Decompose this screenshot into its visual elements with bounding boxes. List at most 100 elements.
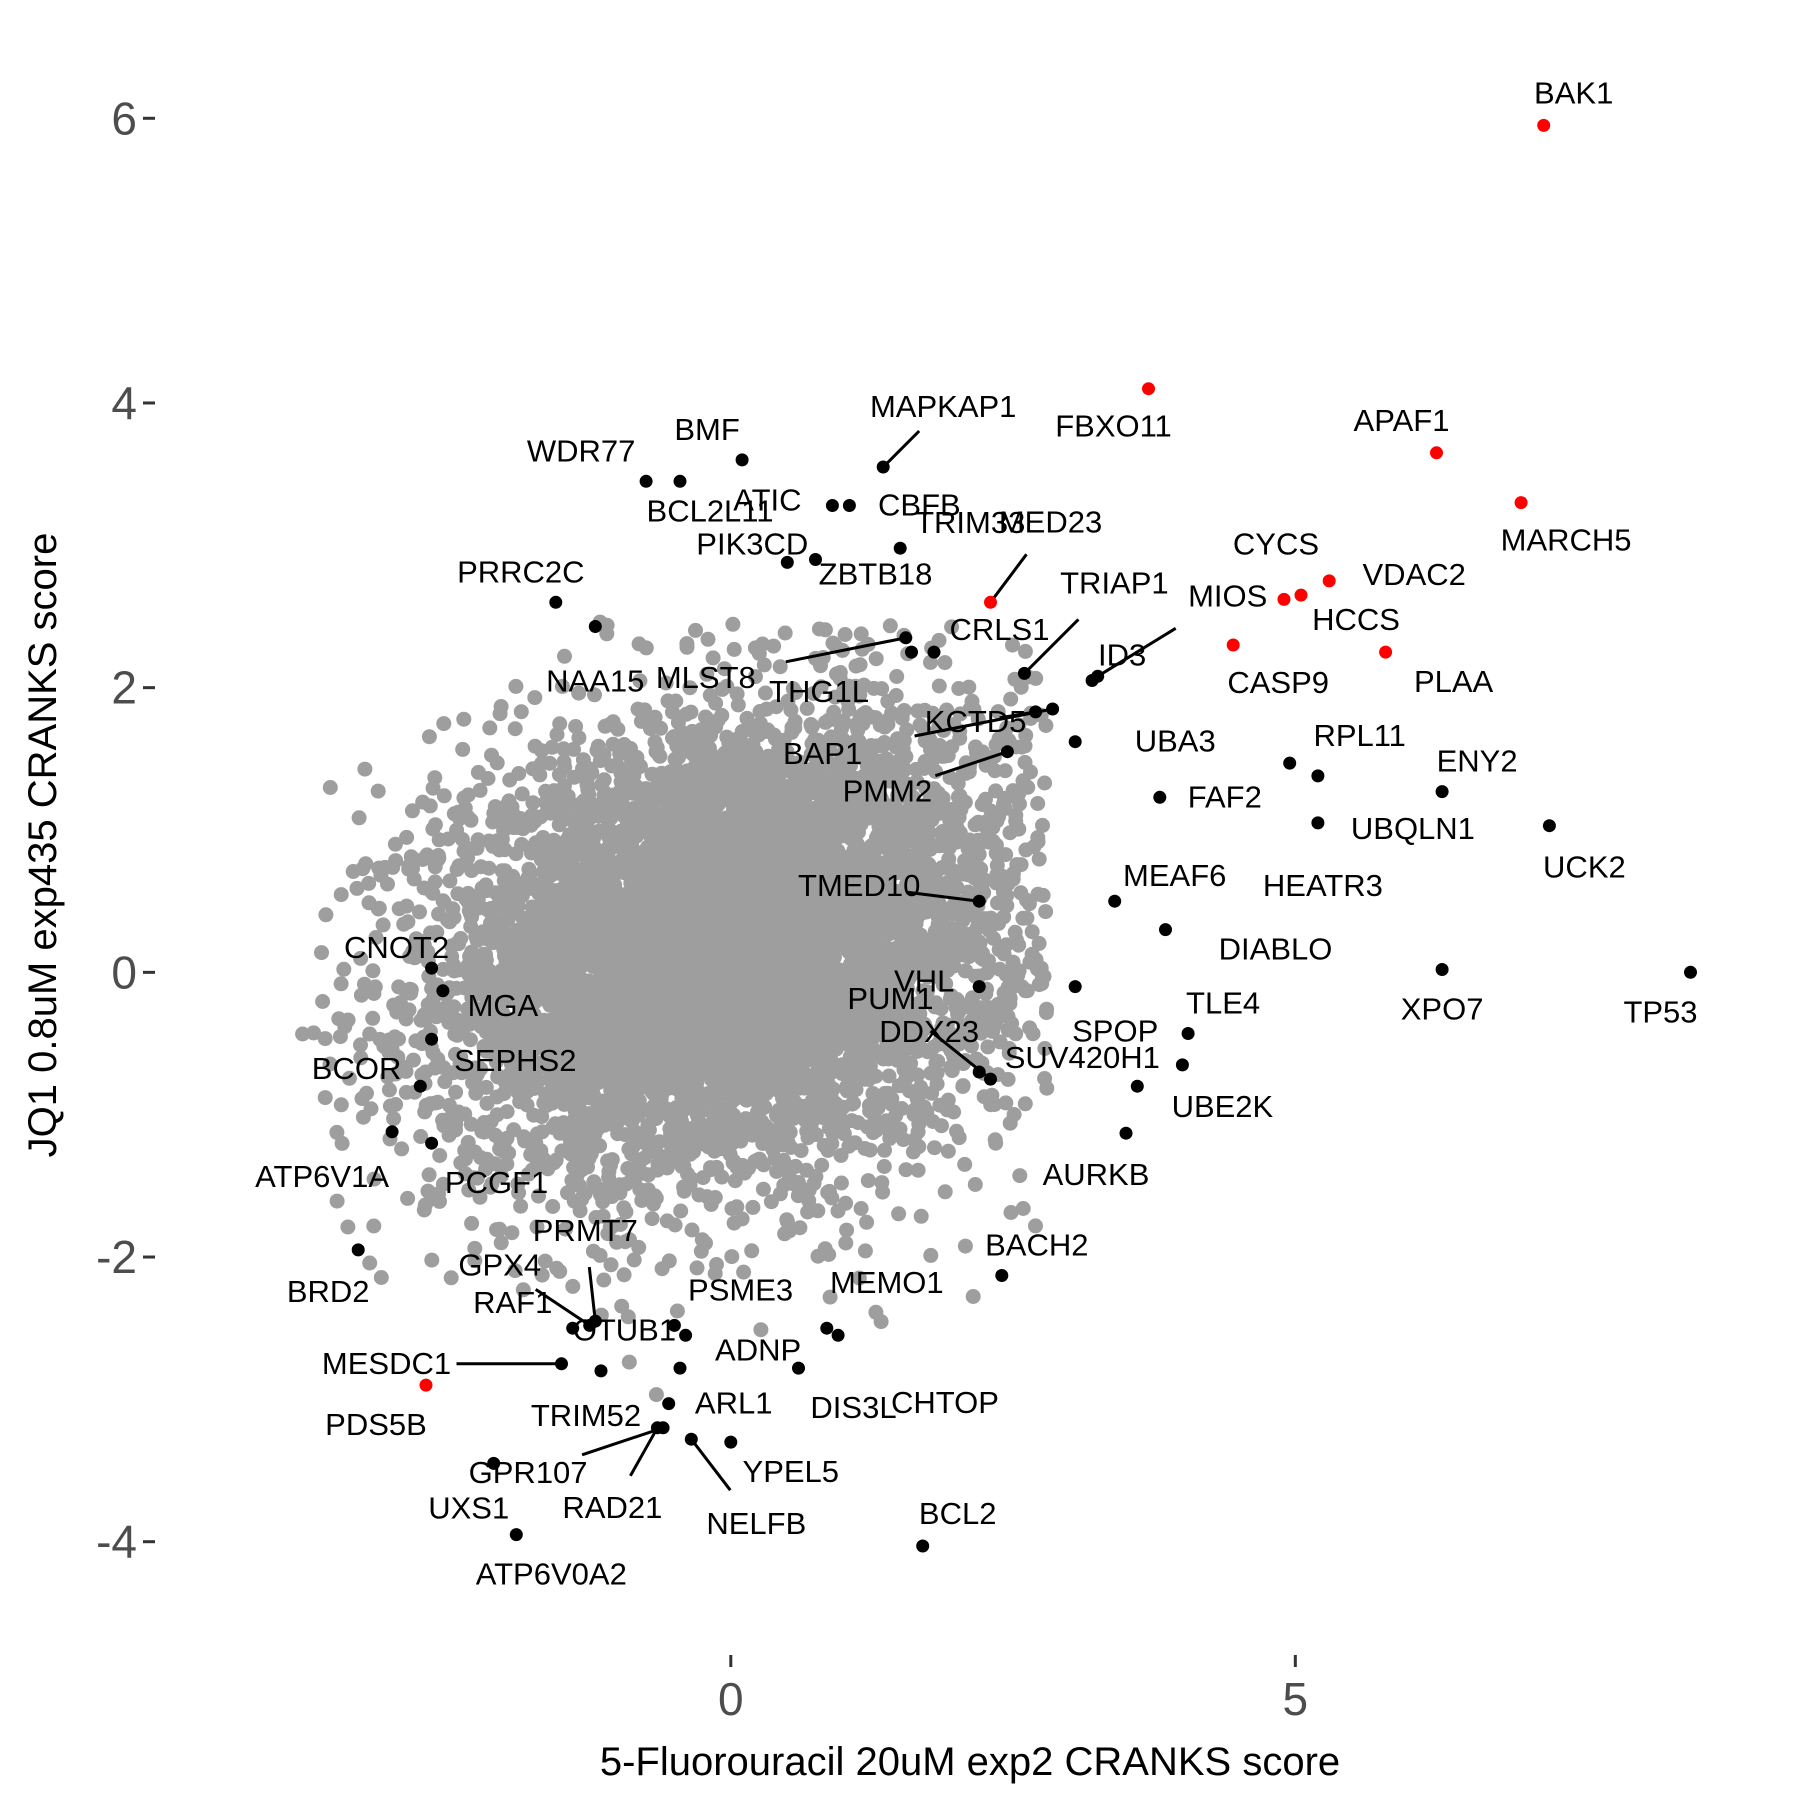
background-point (1017, 643, 1033, 659)
background-point (880, 693, 896, 709)
background-point (839, 1222, 855, 1238)
background-point (753, 1322, 769, 1338)
background-point (448, 1084, 464, 1100)
background-point (499, 1104, 515, 1120)
background-point (835, 731, 851, 747)
background-point (606, 1105, 622, 1121)
background-point (807, 732, 823, 748)
background-point (626, 1252, 642, 1268)
background-point (333, 887, 349, 903)
background-point (600, 1226, 616, 1242)
background-point (1015, 1201, 1031, 1216)
background-point (353, 950, 369, 966)
background-point (838, 1195, 854, 1211)
background-point (755, 1181, 771, 1197)
background-point (752, 704, 768, 719)
background-point (660, 693, 676, 709)
background-point (404, 803, 420, 819)
background-point (318, 907, 334, 923)
background-point (408, 1033, 424, 1049)
background-point (581, 811, 597, 827)
background-point (755, 636, 770, 652)
background-point (1037, 775, 1053, 791)
background-point (472, 1189, 488, 1205)
background-point (373, 1270, 389, 1285)
background-point (557, 648, 572, 664)
background-point (951, 1130, 967, 1146)
background-point (889, 669, 905, 684)
background-point (779, 1214, 795, 1230)
background-point (1031, 977, 1047, 993)
background-point (616, 1200, 632, 1216)
background-point (799, 700, 815, 716)
background-point (489, 1222, 505, 1238)
background-point (906, 1132, 922, 1148)
background-point (421, 1167, 437, 1183)
background-point (587, 687, 602, 703)
background-point (969, 921, 984, 937)
background-point (744, 1243, 760, 1259)
background-point (537, 1253, 553, 1269)
background-point (688, 622, 703, 638)
background-point (997, 763, 1013, 779)
background-point (631, 1239, 647, 1255)
background-point (851, 1270, 867, 1286)
background-point (778, 791, 793, 807)
background-point (515, 1282, 531, 1298)
background-point (353, 1037, 368, 1053)
background-point (823, 729, 839, 745)
background-point (524, 1162, 540, 1178)
background-point (923, 1247, 939, 1263)
background-point (801, 1193, 817, 1209)
background-point (593, 801, 609, 817)
background-point (965, 1289, 981, 1304)
background-point (805, 718, 820, 734)
background-point (357, 976, 372, 992)
background-point (908, 761, 924, 777)
background-point (882, 618, 898, 634)
background-point (456, 711, 472, 727)
background-point (577, 1186, 593, 1202)
background-point (554, 678, 570, 694)
background-point (726, 1215, 742, 1231)
background-point (341, 1070, 357, 1086)
background-point (467, 1253, 483, 1269)
background-point (699, 666, 715, 682)
background-point (822, 1289, 838, 1305)
background-point (568, 719, 584, 734)
background-point (913, 1208, 929, 1224)
background-point (961, 764, 977, 780)
background-point (699, 1189, 715, 1205)
background-point (461, 1182, 477, 1198)
background-point (745, 1199, 761, 1215)
background-point (351, 810, 367, 826)
background-point (1035, 817, 1050, 833)
background-point (730, 697, 746, 713)
background-point (571, 685, 587, 701)
background-point (957, 1238, 973, 1254)
background-point (507, 721, 523, 737)
background-point (1011, 821, 1027, 837)
background-point (836, 681, 852, 697)
background-point (975, 744, 990, 760)
background-point (556, 754, 572, 770)
background-point (432, 1148, 448, 1163)
background-point (644, 1211, 660, 1227)
background-point (601, 1170, 617, 1185)
background-point (545, 1199, 561, 1214)
background-point (332, 1029, 348, 1045)
background-point (357, 761, 373, 777)
background-point (998, 1095, 1014, 1111)
background-point (988, 737, 1004, 753)
background-point (470, 832, 486, 848)
background-point (937, 655, 953, 671)
background-point (980, 1039, 996, 1055)
background-point (632, 673, 648, 689)
background-point (349, 880, 365, 896)
background-point (853, 626, 869, 642)
background-point (1005, 637, 1020, 653)
background-point (496, 1136, 512, 1152)
background-point (336, 961, 352, 977)
background-point (1031, 935, 1047, 951)
background-point (514, 786, 530, 802)
